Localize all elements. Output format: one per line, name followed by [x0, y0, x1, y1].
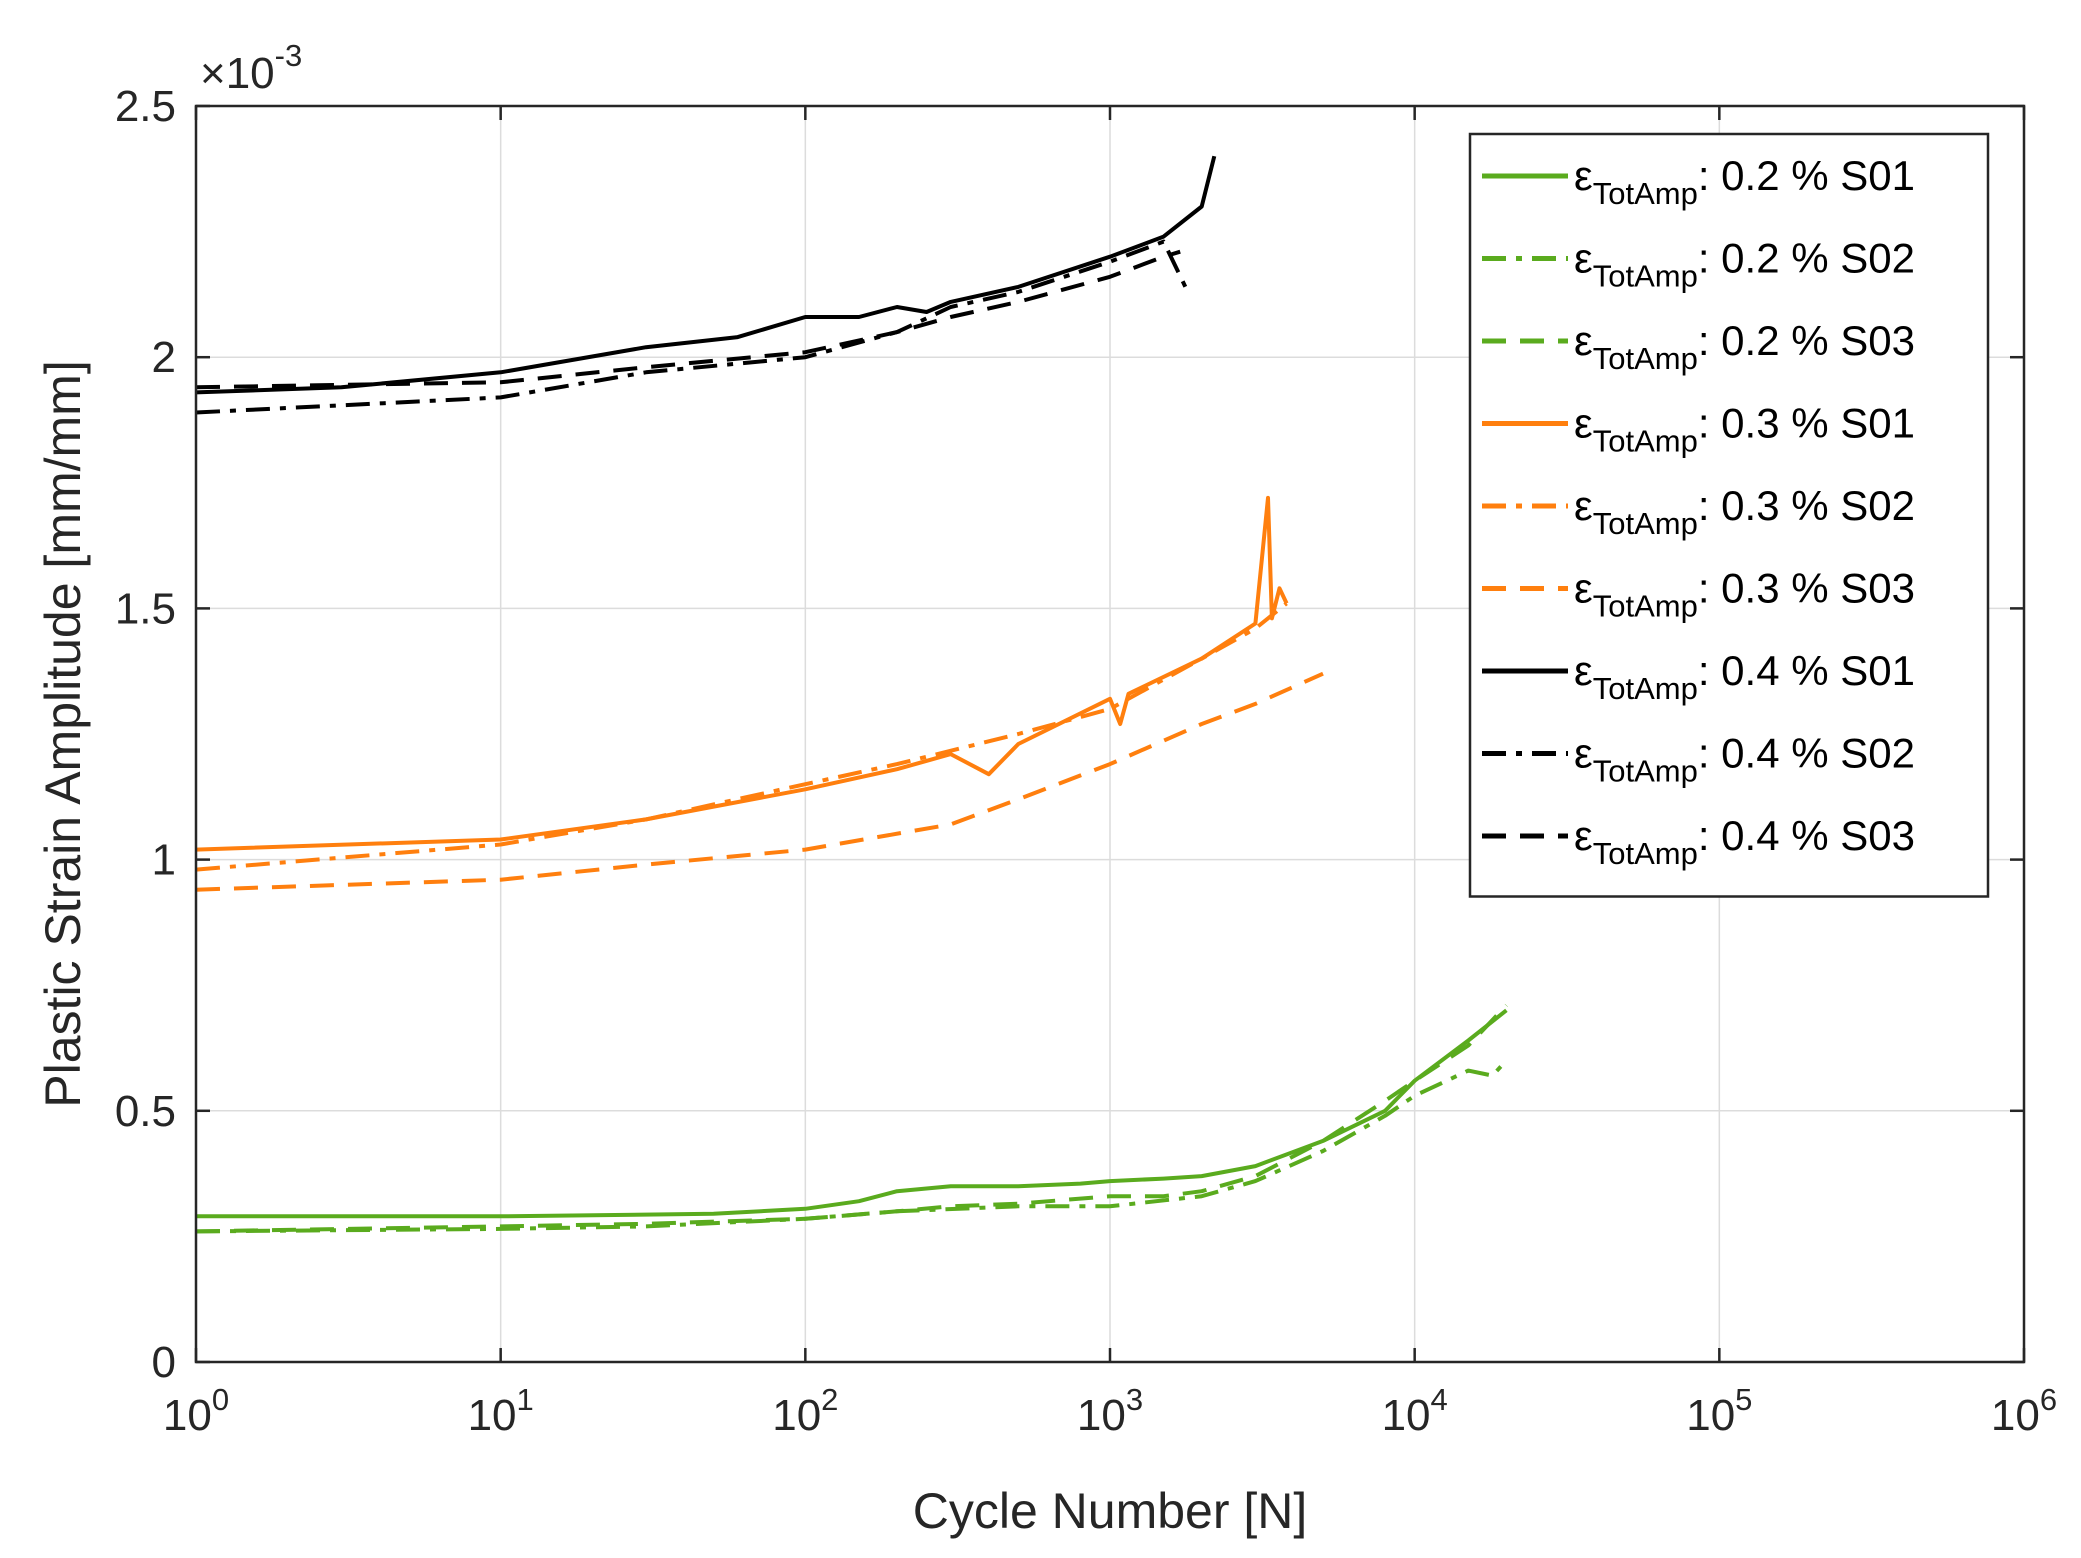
y-axis-title: Plastic Strain Amplitude [mm/mm] [35, 360, 91, 1107]
legend-suffix: : 0.2 % S03 [1698, 317, 1915, 364]
legend-entry-label: εTotAmp: 0.3 % S02 [1574, 482, 1915, 541]
legend-suffix: : 0.2 % S02 [1698, 235, 1915, 282]
series-line [195, 239, 1190, 415]
legend-suffix: : 0.3 % S03 [1698, 565, 1915, 612]
y-tick-label: 0.5 [115, 1087, 176, 1136]
legend-entry-label: εTotAmp: 0.4 % S01 [1574, 647, 1915, 706]
x-tick-label: 106 [1991, 1382, 2057, 1440]
y-multiplier-label: ×10-3 [200, 38, 302, 98]
x-tick-exponent: 0 [212, 1382, 229, 1417]
y-axis-multiplier: ×10-3 [200, 38, 302, 98]
y-tick-label: 1 [152, 836, 176, 885]
legend-box [1468, 132, 1990, 898]
x-tick-label: 103 [1077, 1382, 1143, 1440]
legend-subscript: TotAmp [1593, 506, 1698, 541]
x-tick-exponent: 4 [1431, 1382, 1448, 1417]
series-line [195, 495, 1289, 852]
x-tick-base: 10 [1991, 1391, 2040, 1440]
legend-symbol: ε [1574, 482, 1593, 529]
x-axis-title: Cycle Number [N] [913, 1483, 1308, 1539]
legend-subscript: TotAmp [1593, 836, 1698, 871]
series-line [195, 155, 1217, 395]
y-multiplier-exponent: -3 [275, 38, 303, 73]
legend-entry-label: εTotAmp: 0.2 % S01 [1574, 152, 1915, 211]
y-tick-label: 2.5 [115, 82, 176, 131]
legend-entry-label: εTotAmp: 0.3 % S03 [1574, 565, 1915, 624]
legend-suffix: : 0.4 % S01 [1698, 647, 1915, 694]
x-tick-base: 10 [468, 1391, 517, 1440]
series-line [195, 1003, 1508, 1234]
legend-subscript: TotAmp [1593, 589, 1698, 624]
x-tick-label: 104 [1382, 1382, 1448, 1440]
x-tick-label: 100 [163, 1382, 229, 1440]
legend-suffix: : 0.4 % S03 [1698, 812, 1915, 859]
x-tick-exponent: 1 [517, 1382, 534, 1417]
x-tick-label: 105 [1686, 1382, 1752, 1440]
legend-subscript: TotAmp [1593, 259, 1698, 294]
series-line [195, 601, 1288, 872]
legend-symbol: ε [1574, 647, 1593, 694]
legend-subscript: TotAmp [1593, 754, 1698, 789]
legend-suffix: : 0.3 % S02 [1698, 482, 1915, 529]
legend-entry-label: εTotAmp: 0.3 % S01 [1574, 400, 1915, 459]
series-lines [195, 155, 1508, 1234]
legend-subscript: TotAmp [1593, 671, 1698, 706]
legend-entry-label: εTotAmp: 0.4 % S02 [1574, 730, 1915, 789]
x-tick-exponent: 6 [2040, 1382, 2057, 1417]
legend-symbol: ε [1574, 317, 1593, 364]
legend-subscript: TotAmp [1593, 424, 1698, 459]
x-tick-label: 101 [468, 1382, 534, 1440]
x-tick-base: 10 [1382, 1391, 1431, 1440]
x-tick-base: 10 [1077, 1391, 1126, 1440]
legend-symbol: ε [1574, 730, 1593, 777]
x-tick-base: 10 [772, 1391, 821, 1440]
legend-suffix: : 0.3 % S01 [1698, 400, 1915, 447]
y-tick-label: 1.5 [115, 584, 176, 633]
series-line [195, 249, 1181, 390]
legend-entry-label: εTotAmp: 0.4 % S03 [1574, 812, 1915, 871]
x-tick-exponent: 5 [1735, 1382, 1752, 1417]
legend-suffix: : 0.2 % S01 [1698, 152, 1915, 199]
legend-subscript: TotAmp [1593, 341, 1698, 376]
x-tick-base: 10 [163, 1391, 212, 1440]
x-tick-label: 102 [772, 1382, 838, 1440]
legend-entry-label: εTotAmp: 0.2 % S03 [1574, 317, 1915, 376]
legend-subscript: TotAmp [1593, 176, 1698, 211]
legend-suffix: : 0.4 % S02 [1698, 730, 1915, 777]
x-tick-exponent: 2 [821, 1382, 838, 1417]
legend-symbol: ε [1574, 152, 1593, 199]
legend-symbol: ε [1574, 235, 1593, 282]
legend-entry-label: εTotAmp: 0.2 % S02 [1574, 235, 1915, 294]
x-tick-base: 10 [1686, 1391, 1735, 1440]
y-tick-label: 2 [152, 333, 176, 382]
legend-symbol: ε [1574, 400, 1593, 447]
legend-symbol: ε [1574, 812, 1593, 859]
legend-symbol: ε [1574, 565, 1593, 612]
y-multiplier-base: ×10 [200, 49, 275, 98]
x-tick-exponent: 3 [1126, 1382, 1143, 1417]
series-line [196, 1008, 1508, 1219]
y-tick-label: 0 [152, 1338, 176, 1387]
